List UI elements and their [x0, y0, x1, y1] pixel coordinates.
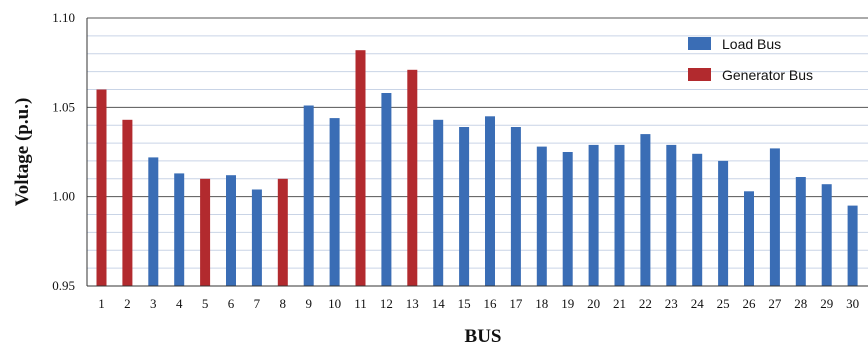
- legend-swatch-load: [688, 37, 711, 50]
- x-tick-label: 14: [432, 296, 446, 311]
- bar-bus-13: [407, 69, 418, 286]
- bar-bus-23: [666, 144, 677, 286]
- bar-bus-6: [226, 175, 236, 286]
- legend-label-load: Load Bus: [722, 36, 781, 52]
- bar-bus-8: [277, 178, 288, 286]
- x-tick-label: 3: [150, 296, 157, 311]
- x-tick-label: 18: [535, 296, 548, 311]
- x-tick-label: 11: [354, 296, 367, 311]
- x-tick-label: 4: [176, 296, 183, 311]
- x-tick-label: 26: [743, 296, 757, 311]
- x-tick-label: 5: [202, 296, 209, 311]
- x-tick-label: 23: [665, 296, 678, 311]
- bar-bus-1: [96, 89, 107, 286]
- x-tick-label: 12: [380, 296, 393, 311]
- x-tick-label: 8: [280, 296, 287, 311]
- y-axis-title: Voltage (p.u.): [12, 98, 33, 207]
- tick-labels: 0.951.001.051.101 2 3 4 5 6 7 8 9 10 11 12 13 14 15 16 1…: [52, 10, 859, 311]
- y-tick-label: 1.10: [52, 10, 75, 25]
- bar-bus-7: [251, 189, 262, 286]
- x-axis-title: BUS: [465, 326, 502, 346]
- legend: Load Bus Generator Bus: [688, 36, 813, 83]
- bar-bus-17: [510, 127, 521, 286]
- x-tick-label: 28: [794, 296, 807, 311]
- bar-bus-20: [588, 144, 599, 286]
- x-tick-label: 19: [561, 296, 574, 311]
- bar-bus-4: [174, 173, 185, 286]
- bar-bus-21: [614, 144, 625, 286]
- x-tick-label: 6: [228, 296, 235, 311]
- x-tick-label: 13: [406, 296, 419, 311]
- x-tick-label: 21: [613, 296, 626, 311]
- bar-bus-16: [485, 116, 495, 286]
- bar-bus-26: [744, 191, 754, 286]
- bar-bus-5: [200, 178, 211, 286]
- axes: [86, 18, 868, 287]
- x-tick-label: 10: [328, 296, 341, 311]
- x-tick-label: 30: [846, 296, 859, 311]
- bar-bus-29: [821, 184, 832, 286]
- bar-bus-3: [148, 157, 159, 286]
- x-tick-label: 2: [124, 296, 131, 311]
- bar-bus-19: [562, 152, 573, 286]
- grid-lines: [87, 17, 868, 287]
- x-tick-label: 29: [820, 296, 833, 311]
- bar-bus-28: [795, 177, 806, 286]
- x-tick-label: 27: [768, 296, 782, 311]
- bar-bus-25: [718, 160, 729, 286]
- bar-bus-15: [459, 127, 470, 286]
- x-tick-label: 1: [98, 296, 105, 311]
- y-tick-label: 0.95: [52, 278, 75, 293]
- y-tick-label: 1.05: [52, 99, 75, 114]
- x-tick-label: 17: [509, 296, 523, 311]
- y-tick-label: 1.00: [52, 189, 75, 204]
- legend-swatch-generator: [688, 68, 711, 81]
- bar-bus-12: [381, 93, 392, 286]
- bar-bus-10: [329, 118, 340, 286]
- x-tick-label: 25: [717, 296, 730, 311]
- x-tick-label: 22: [639, 296, 652, 311]
- legend-label-generator: Generator Bus: [722, 67, 813, 83]
- bar-bus-22: [640, 134, 651, 286]
- bar-bus-24: [692, 153, 703, 286]
- x-tick-label: 7: [254, 296, 261, 311]
- x-tick-label: 20: [587, 296, 600, 311]
- x-tick-label: 16: [484, 296, 498, 311]
- bar-bus-30: [847, 205, 858, 286]
- x-tick-label: 24: [691, 296, 705, 311]
- bar-bus-9: [303, 105, 314, 286]
- bar-bus-27: [769, 148, 780, 286]
- bar-bus-11: [355, 50, 366, 287]
- x-tick-label: 15: [458, 296, 471, 311]
- x-tick-label: 9: [305, 296, 312, 311]
- bar-bus-14: [433, 119, 444, 286]
- bar-series: [96, 50, 858, 287]
- bar-bus-2: [122, 119, 133, 286]
- bar-bus-18: [536, 146, 547, 286]
